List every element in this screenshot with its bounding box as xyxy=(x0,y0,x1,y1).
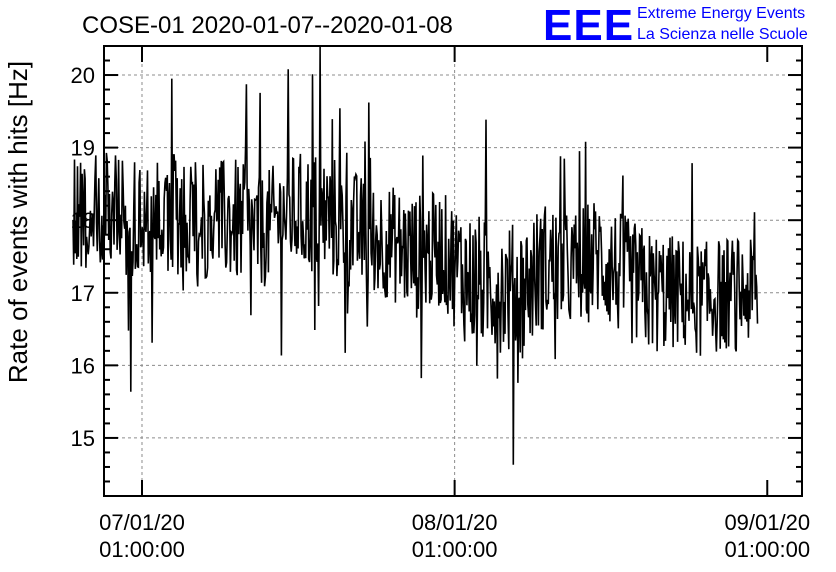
x-tick-label-date: 09/01/20 xyxy=(724,510,810,535)
y-tick-label: 19 xyxy=(71,136,95,161)
y-tick-label: 16 xyxy=(71,353,95,378)
x-tick-label-time: 01:00:00 xyxy=(724,537,810,562)
eee-logo: EEE Extreme Energy Events La Scienza nel… xyxy=(543,1,808,50)
eee-logo-mark: EEE xyxy=(543,1,634,50)
data-layer xyxy=(72,46,759,465)
logo-line-2: La Scienza nelle Scuole xyxy=(637,26,808,43)
y-tick-label: 18 xyxy=(71,208,95,233)
x-tick-label-date: 08/01/20 xyxy=(412,510,498,535)
y-tick-label: 20 xyxy=(71,63,95,88)
x-tick-label-time: 01:00:00 xyxy=(99,537,185,562)
series-line xyxy=(72,46,759,465)
x-tick-label-time: 01:00:00 xyxy=(412,537,498,562)
chart-title: COSE-01 2020-01-07--2020-01-08 xyxy=(82,12,453,39)
x-tick-label-date: 07/01/20 xyxy=(99,510,185,535)
y-axis-label: Rate of events with hits [Hz] xyxy=(3,61,33,383)
axes: 15161718192007/01/2001:00:0008/01/2001:0… xyxy=(71,45,810,562)
logo-line-1: Extreme Energy Events xyxy=(637,5,805,22)
y-tick-label: 15 xyxy=(71,426,95,451)
plot-frame xyxy=(103,45,803,497)
y-tick-label: 17 xyxy=(71,281,95,306)
